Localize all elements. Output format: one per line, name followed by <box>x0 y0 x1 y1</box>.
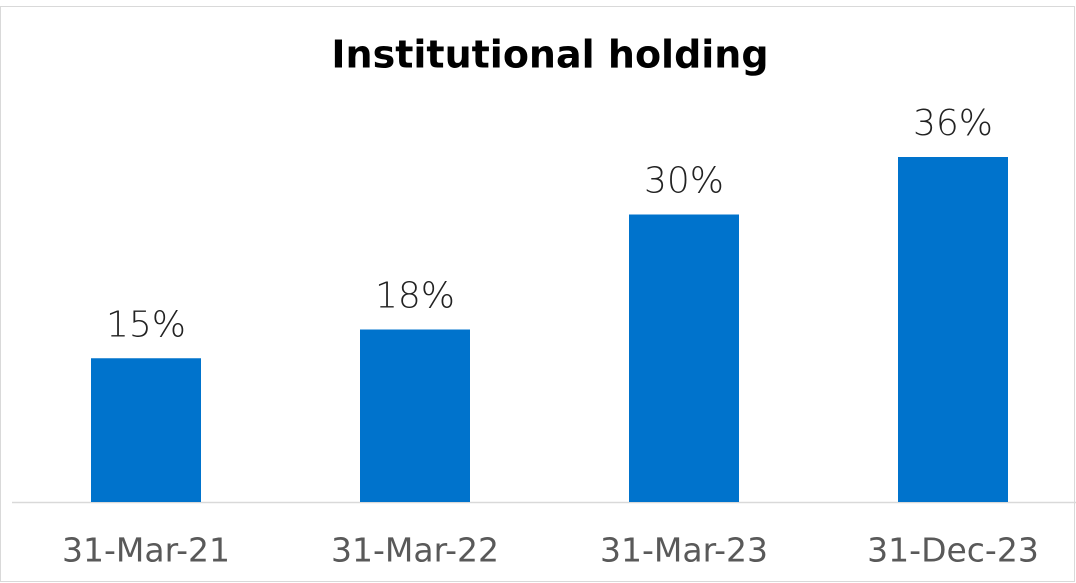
x-tick-label: 31-Dec-23 <box>867 531 1039 570</box>
bar <box>91 358 201 502</box>
x-tick-label: 31-Mar-23 <box>600 531 768 570</box>
bar <box>629 214 739 502</box>
chart-title: Institutional holding <box>331 33 768 77</box>
data-label: 15% <box>106 304 186 345</box>
x-tick-label: 31-Mar-22 <box>331 531 499 570</box>
data-label: 18% <box>375 276 455 317</box>
data-label: 36% <box>913 103 993 144</box>
bar <box>898 157 1008 502</box>
data-label: 30% <box>644 161 724 202</box>
x-tick-label: 31-Mar-21 <box>62 531 230 570</box>
bar <box>360 329 470 502</box>
